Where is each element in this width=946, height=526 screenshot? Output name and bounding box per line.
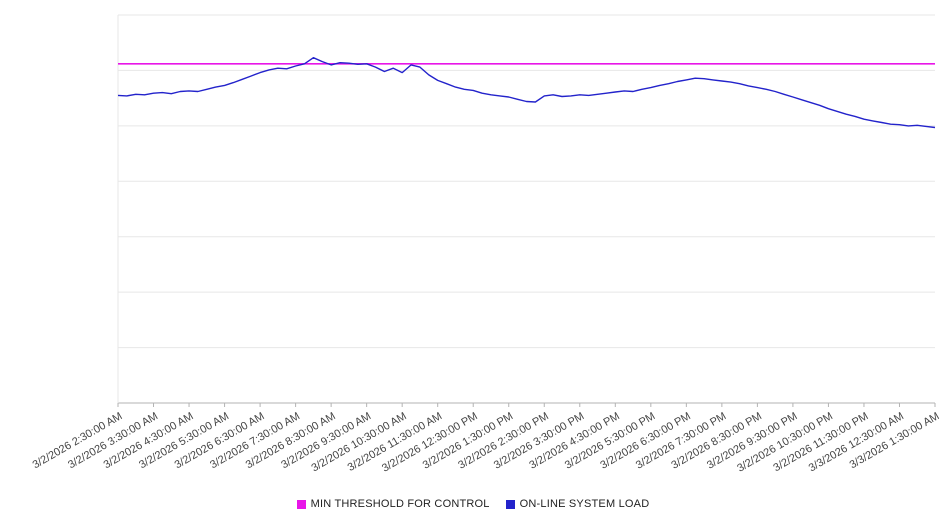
load-legend-label: ON-LINE SYSTEM LOAD bbox=[519, 498, 650, 510]
load-color-swatch bbox=[505, 499, 515, 509]
legend-item-load: ON-LINE SYSTEM LOAD bbox=[505, 498, 650, 510]
chart-legend: MIN THRESHOLD FOR CONTROL ON-LINE SYSTEM… bbox=[0, 498, 946, 510]
load-chart: 3/2/2026 2:30:00 AM 3/2/2026 3:30:00 AM 3/… bbox=[31, 14, 942, 475]
load-line bbox=[117, 57, 936, 129]
threshold-color-swatch bbox=[296, 499, 306, 509]
threshold-legend-label: MIN THRESHOLD FOR CONTROL bbox=[310, 498, 490, 510]
legend-item-threshold: MIN THRESHOLD FOR CONTROL bbox=[296, 498, 490, 510]
chart-canvas: 3/2/2026 2:30:00 AM3/2/2026 3:30:00 AM3/… bbox=[31, 14, 942, 475]
